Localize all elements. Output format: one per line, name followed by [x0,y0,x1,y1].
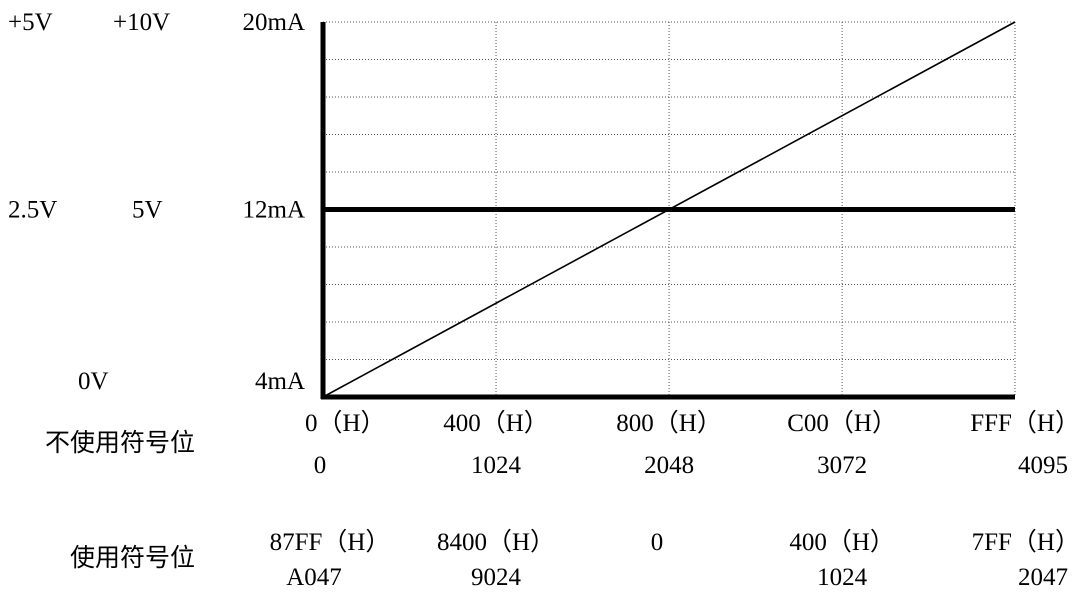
x-decimal-label: 1024 [817,564,868,591]
x-decimal-label: 3072 [817,452,867,479]
x-hex-label: 400（H） [443,409,549,437]
x-row-title: 不使用符号位 [45,428,195,457]
x-hex-label: FFF（H） [970,409,1080,437]
x-hex-label: 400（H） [789,528,895,556]
x-decimal-label: 4095 [1018,452,1068,479]
x-decimal-label: 2048 [644,452,694,479]
x-hex-label: C00（H） [787,409,897,437]
y-tick-label: +10V [113,9,170,36]
series [322,21,1016,398]
x-decimal-label: A047 [286,564,342,591]
x-decimal-label: 0 [314,452,327,479]
x-hex-label: 800（H） [616,409,722,437]
labels: +5V 2.5V 0V +10V 5V 20mA 12mA 4mA 不使用符号位 0（H） 400（… [8,9,1080,591]
grid [323,21,1016,397]
x-decimal-label: 2047 [1018,564,1068,591]
y-tick-label: +5V [8,9,53,36]
y-tick-label: 20mA [243,9,306,36]
y-tick-label: 4mA [255,368,305,395]
x-hex-label: 0（H） [305,409,386,437]
x-hex-label: 8400（H） [437,528,555,556]
x-decimal-label: 9024 [471,564,522,591]
y-tick-label: 2.5V [8,197,57,224]
x-hex-label: 7FF（H） [972,528,1080,556]
x-hex-label: 87FF（H） [270,528,391,556]
x-hex-label: 0 [651,529,664,556]
y-tick-label: 0V [78,368,109,395]
y-tick-label: 12mA [243,197,306,224]
y-tick-label: 5V [132,197,163,224]
x-decimal-label: 1024 [471,452,522,479]
series-line [322,21,1016,398]
x-row-title: 使用符号位 [70,543,195,572]
